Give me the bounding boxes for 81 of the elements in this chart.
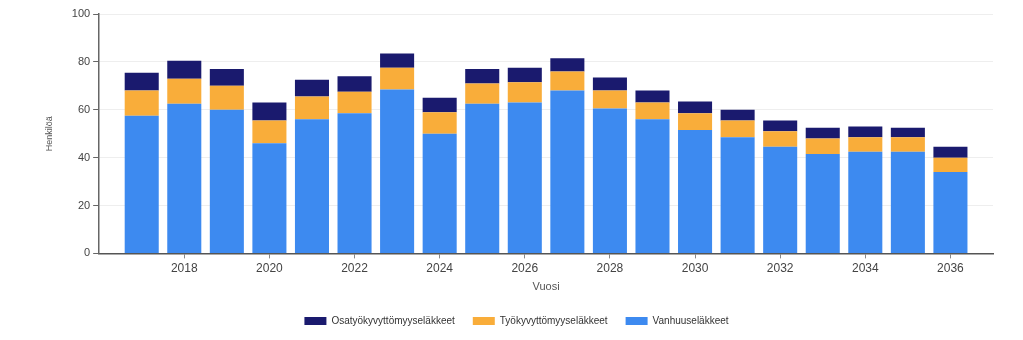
bar	[209, 85, 244, 110]
bar	[507, 82, 542, 103]
bar	[848, 151, 883, 253]
legend-label: Vanhuuseläkkeet	[652, 314, 729, 326]
x-tick-label: 2034	[851, 260, 879, 275]
bar	[209, 109, 244, 253]
bar	[592, 108, 627, 253]
bar	[933, 157, 968, 172]
bar	[465, 103, 500, 253]
bar	[763, 120, 798, 132]
bar	[805, 127, 840, 139]
bar	[550, 71, 585, 91]
y-tick-label: 40	[77, 150, 91, 163]
bar	[380, 53, 415, 68]
x-tick-label: 2024	[426, 260, 454, 275]
bar	[465, 69, 500, 84]
x-tick-label: 2026	[511, 260, 539, 275]
bar	[209, 69, 244, 86]
bar	[380, 67, 415, 90]
y-tick-label: 20	[77, 198, 91, 211]
bar	[294, 119, 329, 253]
bar	[933, 146, 968, 158]
bar	[422, 133, 457, 253]
y-tick-label: 80	[77, 54, 91, 67]
bar	[507, 67, 542, 83]
bar	[805, 154, 840, 253]
bar	[592, 77, 627, 91]
bar	[294, 79, 329, 97]
bar	[167, 103, 202, 253]
x-tick-label: 2030	[681, 260, 709, 275]
bar	[380, 89, 415, 253]
bar	[124, 115, 159, 253]
bar	[422, 97, 457, 113]
bar	[337, 91, 372, 114]
y-tick-label: 60	[77, 102, 91, 115]
y-axis-title: Henkilöä	[43, 116, 54, 152]
bar	[124, 72, 159, 91]
y-tick-label: 0	[84, 246, 91, 259]
bar	[720, 109, 755, 121]
bar	[337, 76, 372, 92]
bar	[720, 120, 755, 138]
x-tick-label: 2020	[256, 260, 284, 275]
bar	[848, 126, 883, 138]
bar	[252, 102, 287, 121]
bar	[678, 113, 713, 131]
bar	[763, 146, 798, 253]
bar	[890, 127, 925, 138]
bar	[465, 83, 500, 104]
x-axis-title: Vuosi	[532, 280, 560, 293]
bar	[294, 96, 329, 120]
bar	[890, 137, 925, 152]
x-tick-label: 2018	[170, 260, 198, 275]
bar	[635, 102, 670, 120]
bar	[592, 90, 627, 109]
bar	[933, 172, 968, 253]
bar	[252, 120, 287, 144]
bar	[848, 137, 883, 152]
x-tick-label: 2028	[596, 260, 624, 275]
bar	[550, 58, 585, 72]
bar	[720, 137, 755, 253]
bar	[167, 78, 202, 104]
bar	[890, 151, 925, 253]
bar	[805, 138, 840, 155]
legend-label: Osatyökyvyttömyyseläkkeet	[331, 314, 456, 326]
bar	[167, 60, 202, 79]
bar	[507, 102, 542, 253]
x-tick-label: 2032	[766, 260, 794, 275]
x-tick-label: 2022	[341, 260, 369, 275]
bar	[422, 112, 457, 134]
bar	[550, 90, 585, 253]
bar	[678, 130, 713, 253]
bar	[635, 119, 670, 253]
y-tick-label: 100	[71, 7, 91, 20]
bar	[252, 143, 287, 253]
bar	[763, 131, 798, 147]
legend-label: Työkyvyttömyyseläkkeet	[499, 314, 608, 326]
bar	[635, 90, 670, 103]
bar	[678, 101, 713, 114]
bar	[124, 90, 159, 116]
x-tick-label: 2036	[937, 260, 965, 275]
bar	[337, 113, 372, 253]
